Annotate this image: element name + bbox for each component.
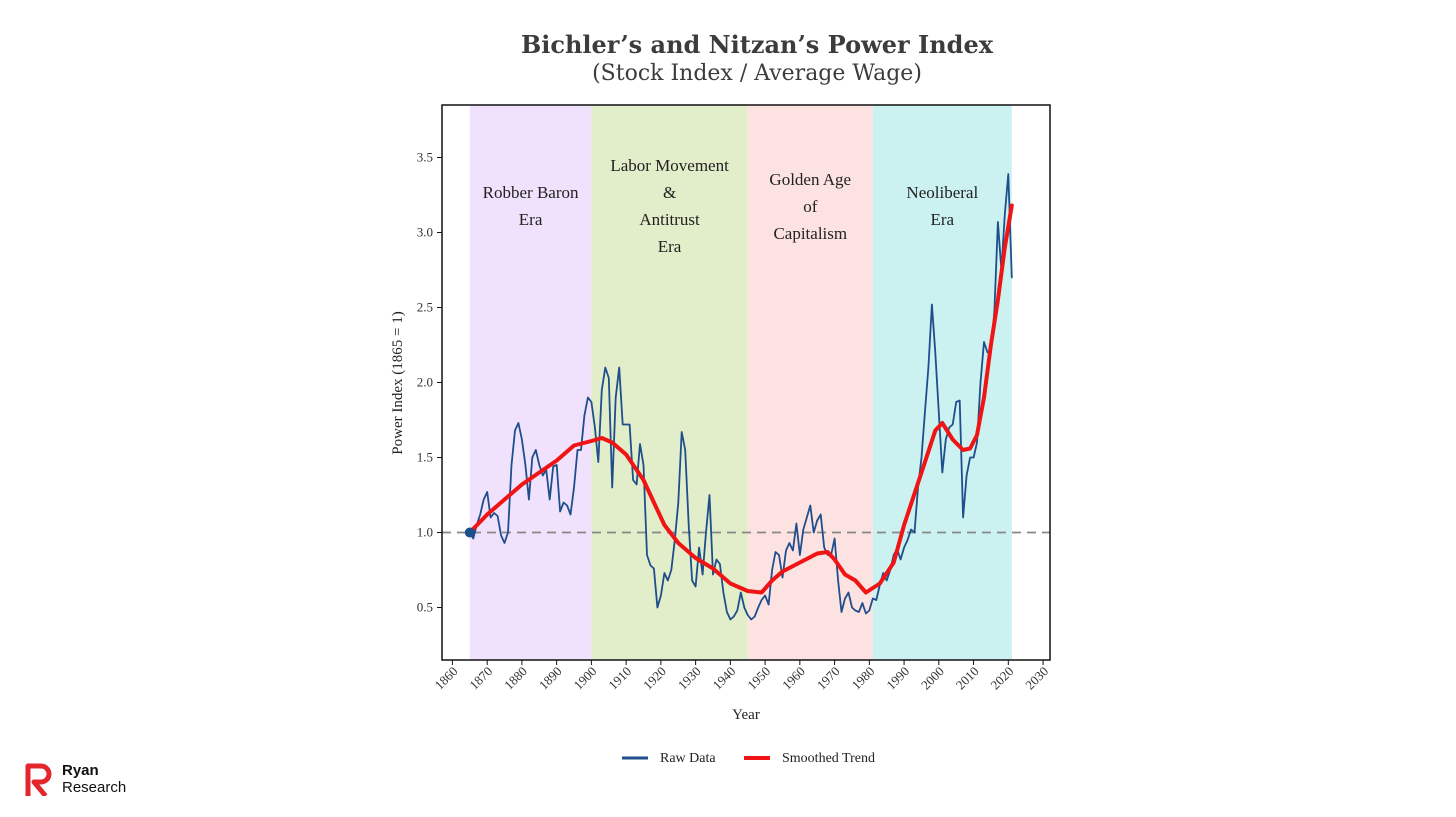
chart-title: Bichler’s and Nitzan’s Power Index	[520, 30, 994, 59]
y-tick-label: 3.0	[417, 225, 433, 240]
legend-label-raw-data: Raw Data	[660, 751, 716, 766]
x-tick-label: 1980	[848, 664, 877, 693]
series-layer	[464, 173, 1014, 621]
x-tick-label: 2020	[987, 664, 1016, 693]
x-tick-label: 1970	[814, 664, 843, 693]
x-tick-label: 1890	[536, 664, 565, 693]
x-tick-label: 1940	[709, 664, 738, 693]
era-band-golden-age	[747, 105, 873, 660]
y-tick-label: 0.5	[417, 600, 433, 615]
x-tick-label: 1950	[744, 664, 773, 693]
ryan-research-r-logo-icon	[25, 763, 52, 796]
era-label-neoliberal: Neoliberal Era	[906, 183, 978, 229]
era-band-neoliberal	[872, 105, 1012, 660]
era-bands	[469, 105, 1012, 660]
x-tick-label: 1960	[779, 664, 808, 693]
brand-name-secondary: Research	[62, 779, 127, 796]
brand: Ryan Research	[24, 762, 126, 796]
x-tick-label: 1880	[501, 664, 530, 693]
x-tick-label: 2030	[1022, 664, 1051, 693]
x-tick-label: 1860	[432, 664, 461, 693]
x-tick-label: 1930	[675, 664, 704, 693]
era-label-robber-baron: Robber Baron Era	[483, 183, 579, 229]
y-tick-label: 2.5	[417, 300, 433, 315]
y-axis-title: Power Index (1865 = 1)	[390, 311, 406, 454]
legend-label-smoothed-trend: Smoothed Trend	[782, 751, 875, 766]
x-tick-label: 1910	[605, 664, 634, 693]
y-tick-label: 1.0	[417, 525, 433, 540]
y-tick-label: 3.5	[417, 150, 433, 165]
era-labels: Robber Baron Era Labor Movement & Antitrust E…	[483, 156, 979, 256]
x-tick-label: 2000	[918, 664, 947, 693]
era-band-robber-baron	[469, 105, 592, 660]
x-tick-label: 1870	[466, 664, 495, 693]
chart-subtitle: (Stock Index / Average Wage)	[592, 61, 922, 86]
x-tick-label: 1900	[571, 664, 600, 693]
x-tick-label: 1990	[883, 664, 912, 693]
x-tick-label: 2010	[953, 664, 982, 693]
y-tick-label: 1.5	[417, 450, 433, 465]
series-line-smoothed-trend	[467, 203, 1014, 595]
y-axis: 0.5 1.0 1.5 2.0 2.5 3.0 3.5	[417, 150, 442, 615]
legend: Raw Data Smoothed Trend	[622, 751, 875, 766]
start-marker	[464, 527, 475, 538]
x-tick-label: 1920	[640, 664, 669, 693]
y-tick-label: 2.0	[417, 375, 433, 390]
brand-text: Ryan Research	[62, 762, 126, 796]
series-line-raw-data	[468, 173, 1013, 621]
x-axis-title: Year	[732, 707, 760, 723]
era-label-golden-age: Golden Age of Capitalism	[769, 170, 851, 243]
era-label-labor-movement: Labor Movement & Antitrust Era	[610, 156, 729, 256]
x-axis: 1860 1870 1880 1890 1900 1910 1920 1930 1940 1950…	[432, 660, 1051, 693]
brand-name: Ryan	[62, 762, 99, 779]
